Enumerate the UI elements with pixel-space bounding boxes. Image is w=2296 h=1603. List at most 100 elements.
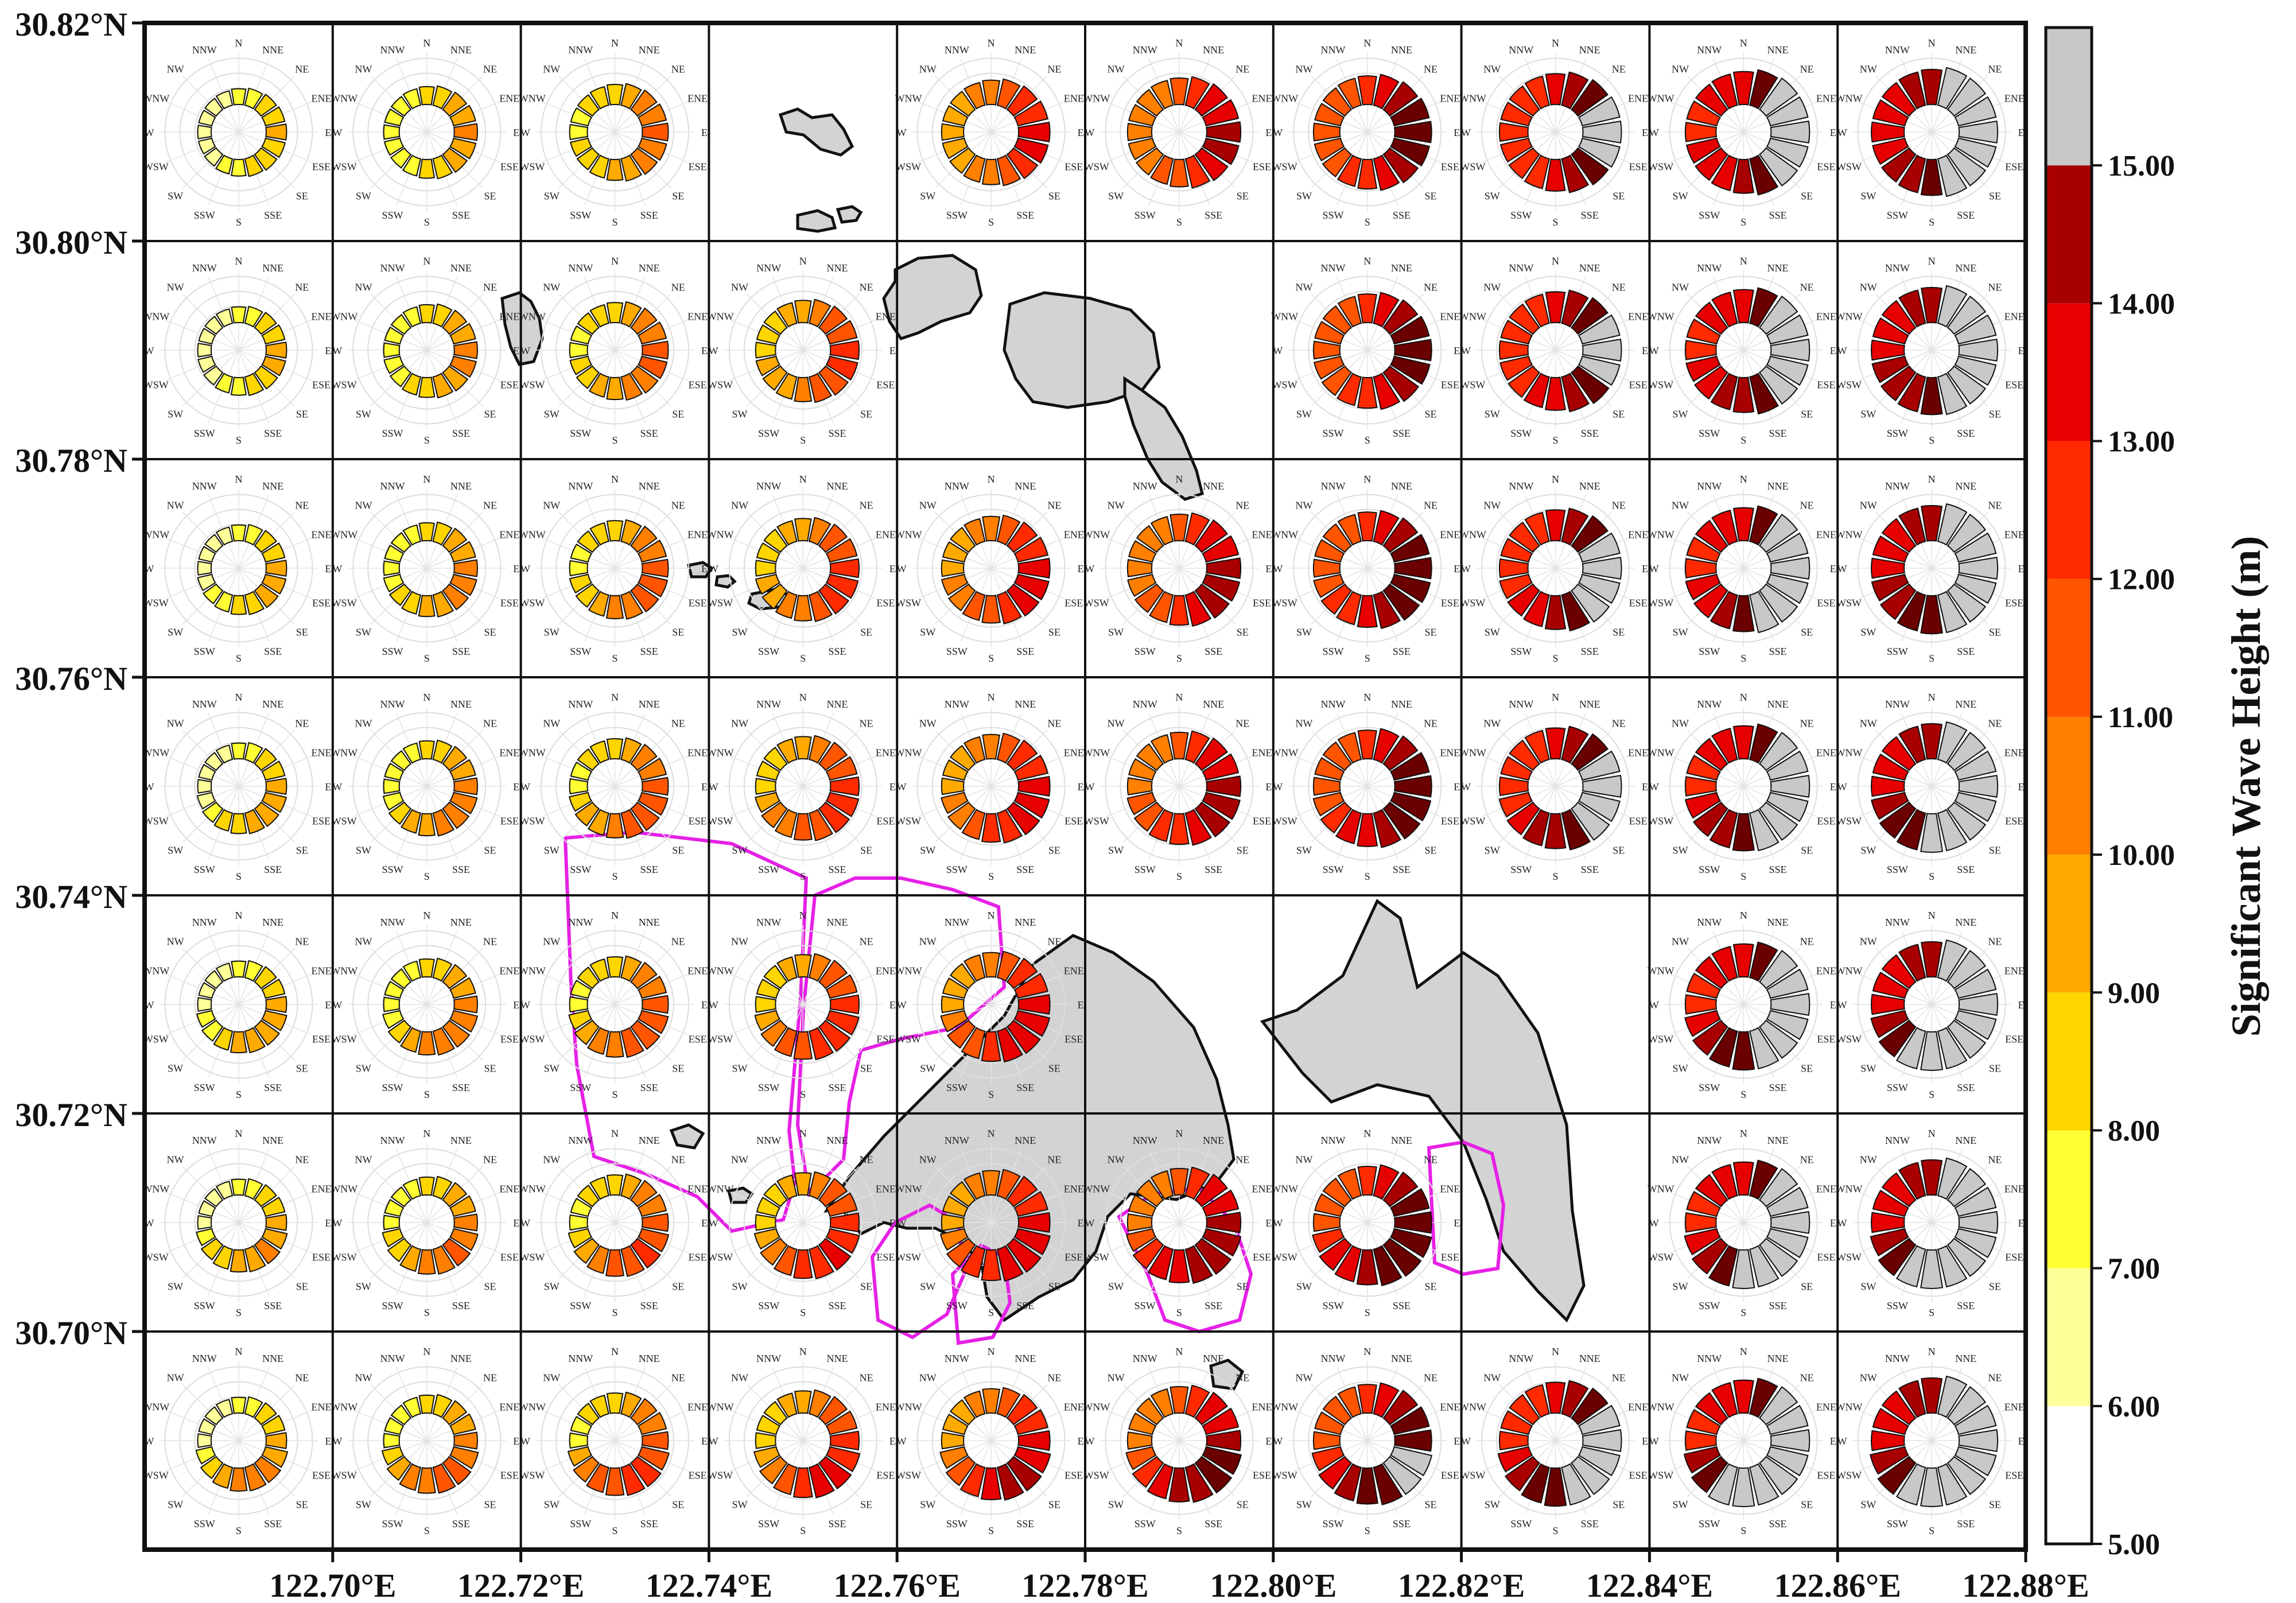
rose-petal-ssw (1337, 154, 1362, 187)
rose-petal-sse (1373, 1245, 1403, 1287)
rose-petal-w (1312, 558, 1341, 578)
rose-petal-nne (244, 87, 263, 110)
rose-petal-sse (1749, 154, 1779, 196)
rose-petal-sw (1878, 1019, 1917, 1058)
direction-label: SW (1296, 408, 1312, 420)
rose-petal-n (418, 740, 435, 760)
rose-petal-wsw (942, 137, 969, 160)
rose-petal-e (1582, 774, 1622, 798)
rose-petal-wnw (1314, 103, 1345, 127)
direction-label: W (1649, 127, 1659, 138)
rose-petal-n (1357, 293, 1377, 324)
direction-label: NNW (1321, 1135, 1346, 1146)
direction-label: ENE (312, 965, 332, 976)
direction-label: ESE (312, 161, 331, 173)
direction-label: NNW (1697, 262, 1722, 274)
rose-petal-wsw (941, 573, 969, 596)
rose-petal-n (1732, 71, 1754, 106)
direction-label: SW (356, 1062, 371, 1074)
direction-label: N (423, 692, 430, 703)
rose-petal-w (1312, 1213, 1341, 1232)
direction-label: S (612, 653, 617, 664)
rose-petal-s (1168, 1249, 1190, 1283)
rose-petal-wnw (1314, 321, 1345, 345)
direction-label: S (800, 1089, 806, 1100)
direction-label: SW (1860, 1280, 1876, 1292)
direction-label: NNW (192, 917, 217, 928)
rose-petal-e (829, 1212, 860, 1233)
rose-petal-ssw (401, 591, 422, 615)
rose-petal-ne (1947, 296, 1987, 335)
direction-label: NE (860, 1154, 873, 1166)
direction-label: E (1830, 781, 1836, 793)
colorbar: 5.006.007.008.009.0010.0011.0012.0013.00… (2044, 26, 2175, 1561)
rose-petal-nw (1509, 303, 1540, 335)
direction-label: S (988, 216, 994, 228)
direction-label: E (1078, 127, 1084, 138)
rose-petal-sw (387, 1237, 412, 1263)
rose-petal-sw (1132, 1237, 1164, 1270)
rose-petal-ssw (1522, 809, 1550, 847)
rose-petal-wnw (384, 980, 405, 999)
rose-petal-wsw (197, 573, 216, 592)
rose-petal-ne (1006, 957, 1038, 989)
rose-petal-nne (1184, 730, 1210, 764)
direction-label: SE (484, 190, 496, 201)
direction-label: ESE (2005, 816, 2023, 827)
rose-petal-sw (200, 1455, 224, 1480)
direction-label: N (235, 37, 242, 49)
rose-petal-s (792, 1467, 813, 1499)
rose-petal-ssw (1523, 372, 1550, 409)
direction-label: NNW (1321, 44, 1346, 56)
direction-label: NNE (826, 1135, 848, 1146)
rose-petal-ese (1766, 1446, 1809, 1477)
rose-petal-nnw (963, 1172, 986, 1200)
rose-petal-sse (620, 1463, 646, 1496)
rose-petal-sw (573, 1455, 600, 1483)
rose-petal-wnw (1314, 1411, 1345, 1435)
direction-label: NW (919, 936, 937, 948)
rose-petal-s (981, 158, 1001, 185)
rose-petal-ssw (1521, 1463, 1550, 1504)
direction-label: SE (296, 1062, 308, 1074)
rose-petal-s (1357, 595, 1378, 628)
rose-petal-nne (996, 78, 1021, 110)
direction-label: S (612, 1089, 617, 1100)
rose-petal-wsw (1313, 573, 1345, 599)
rose-petal-ene (1013, 100, 1048, 127)
direction-label: N (988, 473, 995, 485)
direction-label: NE (1612, 64, 1626, 75)
rose-petal-ssw (1708, 1463, 1738, 1506)
direction-label: NW (543, 282, 560, 293)
direction-label: SW (544, 1280, 560, 1292)
rose-petal-e (829, 340, 860, 360)
direction-label: E (1078, 1217, 1084, 1229)
rose-petal-ene (1766, 750, 1809, 781)
direction-label: WSW (1460, 597, 1485, 609)
direction-label: WNW (1835, 747, 1862, 758)
direction-label: ESE (876, 816, 895, 827)
direction-label: ENE (1440, 92, 1460, 104)
rose-petal-nne (432, 957, 453, 982)
direction-label: NNW (756, 917, 781, 928)
rose-petal-wnw (198, 763, 216, 781)
direction-label: N (1928, 910, 1936, 921)
direction-label: S (1552, 216, 1558, 228)
rose-petal-ene (1954, 532, 1997, 563)
rose-petal-n (231, 1396, 247, 1414)
rose-petal-sw (201, 801, 224, 823)
direction-label: SE (484, 1062, 496, 1074)
rose-petal-n (1921, 1377, 1943, 1414)
direction-label: E (513, 1217, 519, 1229)
direction-label: NW (167, 64, 184, 75)
rose-petal-ene (1013, 755, 1048, 781)
direction-label: NNW (945, 480, 969, 492)
direction-label: SW (1672, 1280, 1688, 1292)
direction-label: W (1273, 345, 1283, 356)
direction-label: W (520, 345, 530, 356)
direction-label: E (1454, 1217, 1460, 1229)
direction-label: NNW (1133, 480, 1157, 492)
